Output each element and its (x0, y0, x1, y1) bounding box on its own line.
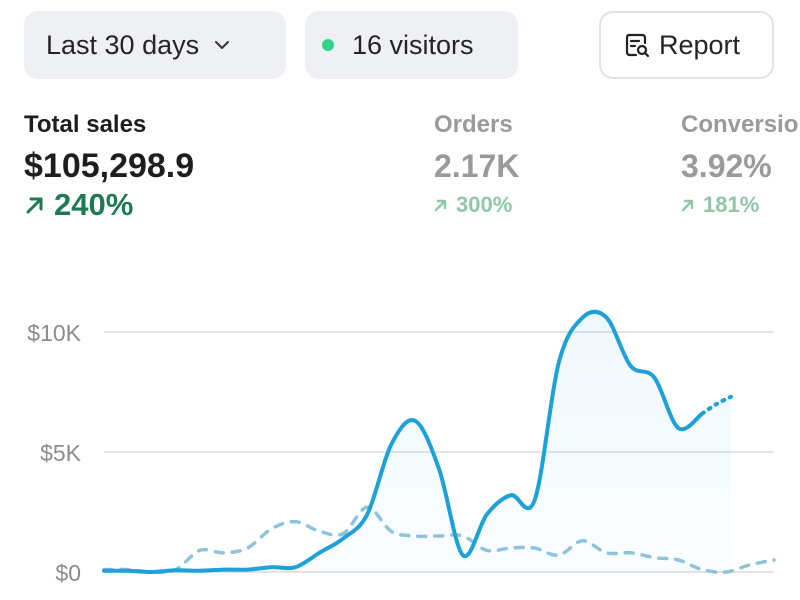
trend-up-icon (434, 198, 448, 212)
report-button[interactable]: Report (599, 11, 774, 79)
report-search-icon (623, 31, 651, 59)
projected-line (700, 394, 733, 416)
trend-up-icon (24, 194, 46, 216)
metric-label: Conversion (681, 111, 800, 138)
chevron-down-icon (213, 36, 231, 54)
visitors-count: 16 visitors (352, 29, 474, 60)
y-tick-label: $0 (55, 560, 81, 586)
metric-total-sales[interactable]: Total sales $105,298.9 240% (24, 110, 194, 222)
date-range-dropdown[interactable]: Last 30 days (24, 11, 286, 79)
sales-line-chart[interactable]: $0 $5K $10K (0, 280, 800, 600)
metric-change-value: 181% (703, 192, 760, 217)
report-label: Report (659, 29, 741, 60)
metric-change-value: 240% (54, 187, 134, 222)
metric-orders[interactable]: Orders 2.17K 300% (434, 110, 519, 222)
trend-up-icon (681, 198, 695, 212)
metric-value: 2.17K (434, 148, 520, 184)
live-visitors-badge[interactable]: 16 visitors (305, 11, 518, 79)
y-tick-label: $5K (40, 440, 82, 466)
metric-change: 181% (681, 188, 800, 222)
live-status-dot (322, 39, 334, 51)
previous-period-line (102, 505, 776, 574)
date-range-label: Last 30 days (46, 29, 200, 60)
toolbar: Last 30 days 16 visitors Report (0, 10, 800, 82)
y-tick-label: $10K (27, 320, 81, 346)
metric-label: Orders (434, 111, 513, 138)
metric-label: Total sales (24, 111, 147, 138)
current-period-line (102, 309, 705, 575)
metric-change: 240% (24, 188, 194, 222)
metric-change-value: 300% (456, 192, 513, 217)
sales-area-fill (104, 311, 731, 573)
metric-change: 300% (434, 188, 519, 222)
metric-value: 3.92% (681, 148, 772, 184)
metric-value: $105,298.9 (24, 147, 195, 185)
metric-conversion[interactable]: Conversion 3.92% 181% (681, 110, 800, 222)
